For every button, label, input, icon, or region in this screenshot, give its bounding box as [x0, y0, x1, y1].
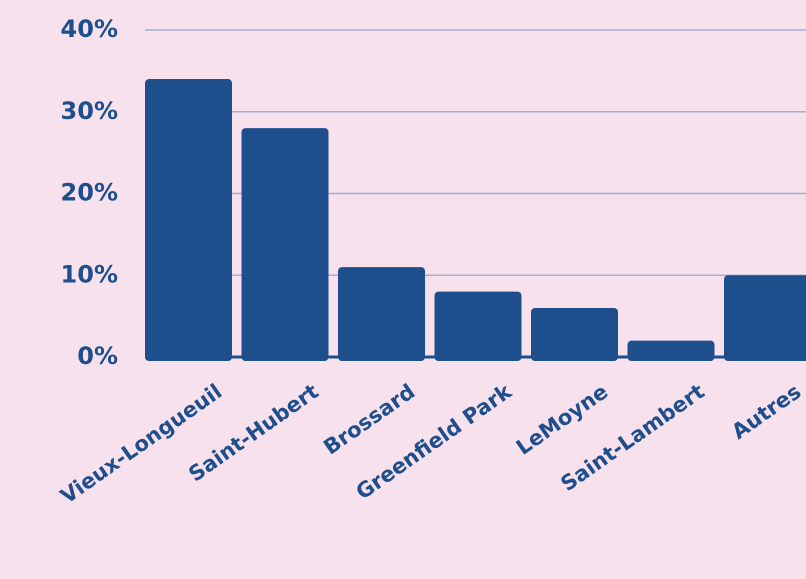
x-axis-labels: Vieux-LongueuilSaint-HubertBrossardGreen… [56, 379, 805, 509]
bar-autres [724, 275, 806, 361]
bar-lemoyne [531, 307, 618, 361]
bar-greenfield-park [434, 291, 522, 361]
x-tick-label: Greenfield Park [352, 379, 517, 505]
bar-saint-hubert [241, 128, 329, 361]
y-tick-label: 40% [61, 15, 118, 43]
y-tick-label: 20% [61, 179, 118, 207]
y-axis-ticks: 0% 10% 20% 30% 40% [61, 15, 118, 370]
y-tick-label: 10% [61, 260, 118, 288]
bar-vieux-longueuil [145, 79, 232, 362]
x-tick-label: Autres [727, 379, 805, 444]
bars [145, 79, 806, 362]
x-tick-label: Vieux-Longueuil [56, 379, 226, 508]
bar-brossard [338, 267, 425, 361]
y-tick-label: 0% [77, 342, 118, 370]
y-tick-label: 30% [61, 97, 118, 125]
